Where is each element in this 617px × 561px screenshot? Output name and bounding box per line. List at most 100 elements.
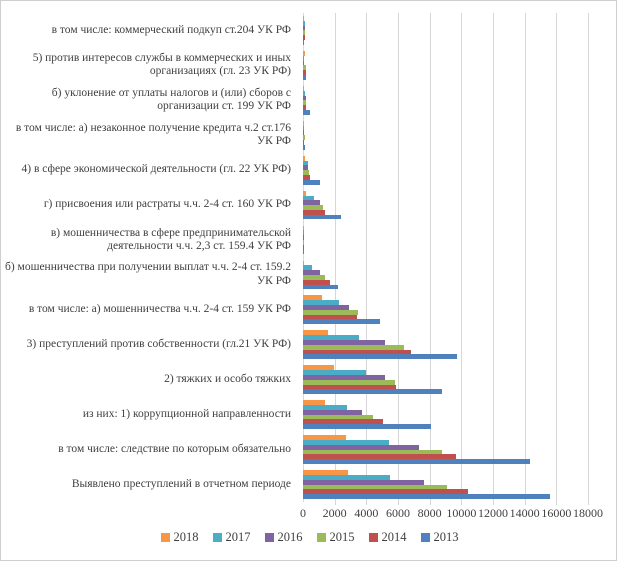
bar-2014 bbox=[303, 454, 456, 460]
bar-2017 bbox=[303, 160, 309, 166]
bar-2015 bbox=[303, 274, 325, 280]
bar-2016 bbox=[303, 95, 306, 101]
bar-group bbox=[303, 258, 588, 293]
bar-2015 bbox=[303, 379, 395, 385]
legend-label: 2018 bbox=[173, 530, 199, 544]
bar-2016 bbox=[303, 200, 320, 206]
legend-swatch-icon bbox=[420, 533, 430, 542]
bar-2013 bbox=[303, 319, 381, 325]
bar-2013 bbox=[303, 40, 304, 45]
x-tick-label: 12000 bbox=[478, 506, 508, 520]
bar-2016 bbox=[303, 235, 304, 241]
bar-2014 bbox=[303, 244, 305, 250]
bar-2018 bbox=[303, 16, 304, 21]
bar-2013 bbox=[303, 109, 310, 115]
bar-2013 bbox=[303, 459, 531, 464]
bar-2013 bbox=[303, 389, 442, 395]
legend-item-2018: 2018 bbox=[160, 530, 199, 545]
category-label: б) мошенничества при получении выплат ч.… bbox=[5, 261, 292, 287]
bar-2018 bbox=[303, 85, 304, 91]
bar-group bbox=[303, 432, 588, 467]
bar-2016 bbox=[303, 409, 363, 415]
bar-2015 bbox=[303, 170, 310, 175]
category-label: в том числе: следствие по которым обязат… bbox=[58, 442, 291, 455]
x-tick-label: 16000 bbox=[541, 506, 572, 520]
bar-2017 bbox=[303, 230, 304, 236]
bar-2014 bbox=[303, 35, 306, 41]
legend-label: 2016 bbox=[277, 530, 303, 544]
legend-label: 2014 bbox=[381, 530, 407, 544]
bar-group bbox=[303, 118, 588, 153]
bar-2017 bbox=[303, 265, 312, 271]
bar-2015 bbox=[303, 205, 324, 210]
bar-2018 bbox=[303, 295, 322, 301]
x-tick-label: 6000 bbox=[386, 506, 410, 520]
bar-2016 bbox=[303, 165, 308, 171]
bar-2013 bbox=[303, 494, 551, 499]
bar-2017 bbox=[303, 55, 304, 61]
gridline bbox=[588, 13, 589, 505]
bar-2015 bbox=[303, 484, 448, 490]
bar-2017 bbox=[303, 20, 305, 26]
legend-swatch-icon bbox=[212, 533, 222, 542]
bar-group bbox=[303, 153, 588, 188]
bar-2017 bbox=[303, 405, 348, 410]
bar-2013 bbox=[303, 424, 432, 430]
bar-2018 bbox=[303, 330, 328, 336]
bar-2018 bbox=[303, 260, 305, 266]
bar-2015 bbox=[303, 309, 358, 315]
bar-2014 bbox=[303, 314, 357, 320]
x-tick-label: 14000 bbox=[509, 506, 540, 520]
x-tick-label: 0 bbox=[300, 506, 306, 520]
bar-2015 bbox=[303, 100, 306, 106]
bar-2015 bbox=[303, 30, 306, 36]
legend-item-2013: 2013 bbox=[420, 530, 459, 545]
bar-group bbox=[303, 397, 588, 432]
category-label: г) присвоения или растраты ч.ч. 2-4 ст. … bbox=[43, 198, 291, 211]
bar-2014 bbox=[303, 105, 306, 110]
bar-2014 bbox=[303, 279, 330, 285]
bar-2013 bbox=[303, 214, 341, 220]
bar-2018 bbox=[303, 50, 306, 56]
category-label: в том числе: а) мошенничества ч.ч. 2-4 с… bbox=[28, 303, 291, 316]
bar-2014 bbox=[303, 419, 384, 425]
category-label: в) мошенничества в сфере предприниматель… bbox=[50, 226, 291, 253]
bar-2016 bbox=[303, 25, 305, 31]
bar-2017 bbox=[303, 300, 339, 306]
x-axis: 0 2000 4000 6000 8000 10000 12000 14000 16000 180… bbox=[300, 506, 603, 522]
gridline bbox=[429, 13, 431, 505]
legend-swatch-icon bbox=[368, 533, 378, 542]
bar-2013 bbox=[303, 354, 458, 360]
bar-2014 bbox=[303, 384, 396, 390]
bar-2017 bbox=[303, 440, 389, 445]
bar-2016 bbox=[303, 340, 385, 345]
legend-item-2016: 2016 bbox=[264, 530, 303, 545]
bar-2018 bbox=[303, 400, 326, 406]
bar-2016 bbox=[303, 374, 386, 380]
bar-2014 bbox=[303, 209, 326, 215]
bar-2015 bbox=[303, 135, 305, 141]
bar-2015 bbox=[303, 414, 373, 420]
legend-item-2015: 2015 bbox=[316, 530, 355, 545]
category-labels: в том числе: коммерческий подкуп ст.204 … bbox=[5, 13, 296, 502]
plot-area bbox=[303, 13, 589, 505]
bar-2014 bbox=[303, 489, 468, 495]
legend-swatch-icon bbox=[316, 533, 326, 542]
x-tick-label: 10000 bbox=[446, 506, 477, 520]
bar-group bbox=[303, 83, 588, 118]
category-label: Выявлено преступлений в отчетном периоде bbox=[71, 477, 291, 490]
bar-2016 bbox=[303, 60, 305, 66]
gridline bbox=[493, 13, 494, 505]
category-label: 5) против интересов службы в коммерчески… bbox=[32, 51, 291, 78]
bar-2016 bbox=[303, 444, 420, 450]
legend: 2018 2017 2016 2015 2014 2013 bbox=[1, 530, 616, 545]
bar-2015 bbox=[303, 65, 306, 71]
bar-2018 bbox=[303, 155, 306, 161]
bar-2018 bbox=[303, 365, 334, 371]
bar-2016 bbox=[303, 270, 320, 275]
bar-2015 bbox=[303, 449, 442, 455]
bar-group bbox=[303, 13, 588, 48]
x-tick-label: 8000 bbox=[417, 506, 442, 520]
bar-2018 bbox=[303, 190, 306, 196]
